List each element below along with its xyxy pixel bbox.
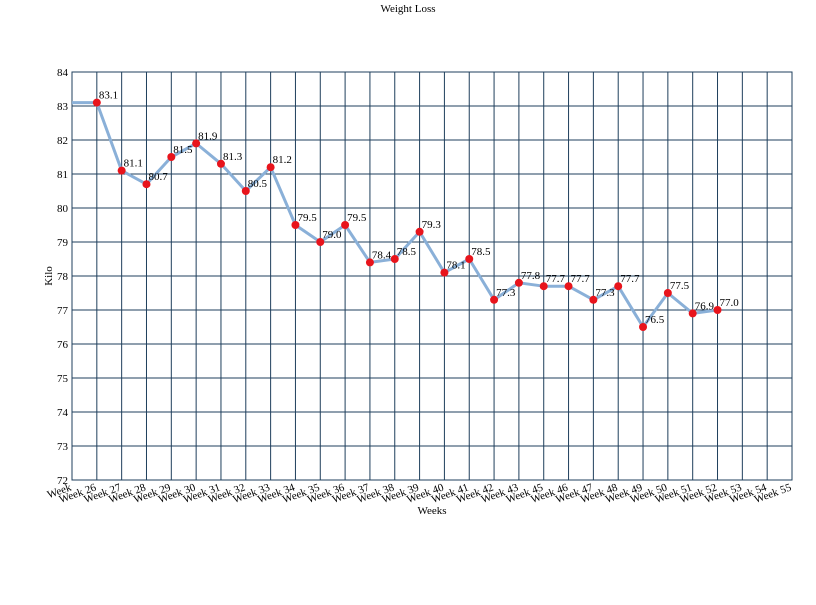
data-point xyxy=(266,163,275,172)
data-point xyxy=(341,221,350,229)
data-label: 80.5 xyxy=(248,178,268,190)
data-point xyxy=(514,278,523,287)
data-point xyxy=(167,153,176,161)
data-label: 79.5 xyxy=(347,212,367,224)
data-label: 78.4 xyxy=(372,249,392,261)
chart-title: Weight Loss xyxy=(380,3,435,15)
y-tick-label: 82 xyxy=(57,135,68,147)
data-label: 77.3 xyxy=(496,287,516,299)
data-point xyxy=(365,258,374,267)
data-label: 81.2 xyxy=(273,154,292,166)
y-tick-label: 84 xyxy=(57,67,69,79)
x-axis-label: Weeks xyxy=(417,505,446,517)
data-point xyxy=(92,98,101,107)
y-tick-label: 77 xyxy=(57,305,69,317)
data-point xyxy=(589,295,598,304)
y-tick-label: 79 xyxy=(57,237,69,249)
y-tick-label: 76 xyxy=(57,339,69,351)
data-label: 76.9 xyxy=(695,300,715,312)
data-point xyxy=(142,180,151,189)
data-label: 77.0 xyxy=(720,297,740,309)
data-label: 79.5 xyxy=(297,212,317,224)
data-label: 78.5 xyxy=(397,246,417,258)
data-label: 81.3 xyxy=(223,151,243,163)
y-tick-label: 72 xyxy=(57,475,68,487)
y-tick-label: 73 xyxy=(57,441,69,453)
y-tick-label: 80 xyxy=(57,203,69,215)
y-tick-label: 74 xyxy=(57,407,69,419)
data-label: 79.3 xyxy=(422,219,442,231)
data-label: 77.8 xyxy=(521,270,541,282)
data-point xyxy=(614,282,623,291)
data-label: 76.5 xyxy=(645,314,665,326)
data-label: 77.7 xyxy=(571,273,591,285)
data-point xyxy=(415,227,424,236)
y-tick-label: 83 xyxy=(57,101,69,113)
data-point xyxy=(564,282,573,291)
data-label: 78.5 xyxy=(471,246,491,258)
data-point xyxy=(216,159,225,168)
y-tick-label: 81 xyxy=(57,169,68,181)
data-label: 77.7 xyxy=(620,273,640,285)
data-point xyxy=(465,255,474,263)
data-label: 81.9 xyxy=(198,130,218,142)
y-tick-label: 75 xyxy=(57,373,69,385)
y-axis-label: Kilo xyxy=(43,266,55,286)
data-label: 77.5 xyxy=(670,280,690,292)
data-point xyxy=(539,282,548,291)
data-point xyxy=(440,268,449,277)
data-point xyxy=(291,221,300,229)
data-label: 80.7 xyxy=(148,171,168,183)
data-point xyxy=(117,166,126,175)
data-point xyxy=(192,139,201,148)
data-point xyxy=(390,255,399,263)
data-label: 77.3 xyxy=(595,287,615,299)
data-point xyxy=(663,289,672,297)
data-label: 83.1 xyxy=(99,90,118,102)
data-label: 81.1 xyxy=(124,158,143,170)
data-point xyxy=(490,295,499,304)
data-point xyxy=(316,238,325,246)
y-tick-label: 78 xyxy=(57,271,69,283)
data-label: 79.0 xyxy=(322,229,342,241)
data-point xyxy=(713,306,722,314)
data-label: 78.1 xyxy=(446,260,465,272)
data-label: 81.5 xyxy=(173,144,193,156)
data-point xyxy=(688,309,697,318)
data-point xyxy=(639,323,648,331)
data-label: 77.7 xyxy=(546,273,566,285)
data-point xyxy=(241,187,250,195)
